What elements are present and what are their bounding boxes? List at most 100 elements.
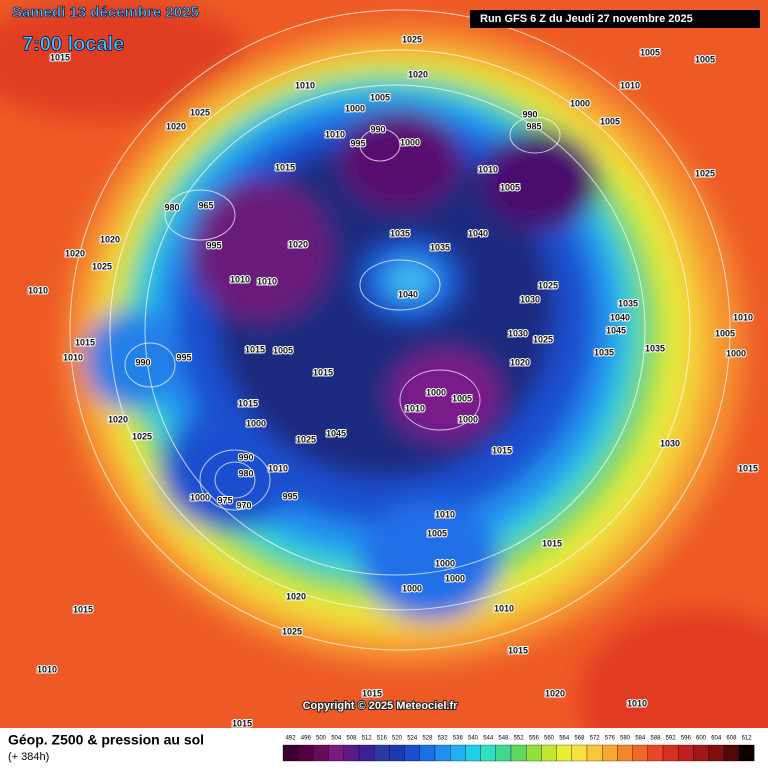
scale-label: 516 xyxy=(377,736,388,742)
scale-swatch xyxy=(328,744,344,762)
copyright: Copyright © 2025 Meteociel.fr xyxy=(303,700,459,712)
pressure-label: 1010 xyxy=(325,129,345,139)
pressure-label: 1035 xyxy=(645,343,665,353)
scale-swatch xyxy=(434,744,451,762)
pressure-label: 1015 xyxy=(362,688,382,698)
scale-swatch xyxy=(738,744,755,762)
pressure-label: 980 xyxy=(238,468,253,478)
pressure-label: 1010 xyxy=(627,698,647,708)
pressure-label: 1025 xyxy=(282,626,302,636)
pressure-label: 1000 xyxy=(726,348,746,358)
scale-swatch xyxy=(313,744,329,762)
scale-label: 568 xyxy=(574,736,585,742)
run-box xyxy=(470,10,760,28)
pressure-label: 990 xyxy=(135,357,150,367)
scale-swatch xyxy=(510,744,527,762)
pressure-label: 1040 xyxy=(468,228,488,238)
scale-swatch xyxy=(678,744,694,762)
pressure-label: 1000 xyxy=(570,98,590,108)
pressure-label: 1000 xyxy=(345,103,365,113)
pressure-label: 980 xyxy=(164,202,179,212)
scale-label: 524 xyxy=(407,736,418,742)
pressure-label: 1010 xyxy=(733,312,753,322)
scale-label: 508 xyxy=(346,736,357,742)
pressure-label: 985 xyxy=(526,121,541,131)
scale-label: 608 xyxy=(726,736,737,742)
scale-label: 528 xyxy=(422,736,433,742)
pressure-label: 1015 xyxy=(245,344,265,354)
scale-swatch xyxy=(343,744,360,762)
pressure-label: 1045 xyxy=(606,325,626,335)
pressure-label: 1000 xyxy=(246,418,266,428)
pressure-label: 990 xyxy=(238,452,253,462)
scale-swatch xyxy=(389,744,405,762)
scale-swatch xyxy=(632,744,648,762)
scale-label: 592 xyxy=(666,736,677,742)
pressure-label: 1005 xyxy=(695,54,715,64)
scale-swatch xyxy=(693,744,709,762)
pressure-label: 1030 xyxy=(508,328,528,338)
scale-label: 604 xyxy=(711,736,722,742)
pressure-label: 1025 xyxy=(132,431,152,441)
scale-swatch xyxy=(419,744,436,762)
scale-swatch xyxy=(465,744,481,762)
pressure-label: 1025 xyxy=(402,34,422,44)
scale-swatch xyxy=(602,744,618,762)
pressure-label: 1015 xyxy=(50,52,70,62)
pressure-label: 1015 xyxy=(232,718,252,728)
scale-label: 600 xyxy=(696,736,707,742)
scale-label: 564 xyxy=(559,736,570,742)
pressure-label: 1005 xyxy=(427,528,447,538)
pressure-label: 1005 xyxy=(640,47,660,57)
pressure-label: 1035 xyxy=(594,347,614,357)
scale-label: 544 xyxy=(483,736,494,742)
scale-swatch xyxy=(526,744,542,762)
scale-swatch xyxy=(298,744,314,762)
pressure-label: 1020 xyxy=(510,357,530,367)
scale-swatch xyxy=(647,744,664,762)
pressure-label: 1005 xyxy=(273,345,293,355)
pressure-label: 1025 xyxy=(533,334,553,344)
scale-label: 560 xyxy=(544,736,555,742)
pressure-label: 1000 xyxy=(400,137,420,147)
scale-swatch xyxy=(723,744,740,762)
pressure-label: 1035 xyxy=(430,242,450,252)
pressure-label: 1040 xyxy=(398,289,418,299)
scale-label: 576 xyxy=(605,736,616,742)
scale-label: 572 xyxy=(590,736,601,742)
pressure-label: 1000 xyxy=(426,387,446,397)
pressure-label: 1000 xyxy=(435,558,455,568)
scale-label: 612 xyxy=(742,736,753,742)
pressure-label: 995 xyxy=(176,352,191,362)
pressure-label: 995 xyxy=(350,138,365,148)
scale-label: 504 xyxy=(331,736,342,742)
pressure-label: 1015 xyxy=(738,463,758,473)
pressure-label: 1005 xyxy=(600,116,620,126)
scale-swatch xyxy=(495,744,512,762)
scale-label: 512 xyxy=(362,736,373,742)
pressure-label: 1030 xyxy=(520,294,540,304)
pressure-label: 1025 xyxy=(538,280,558,290)
pressure-label: 1010 xyxy=(405,403,425,413)
pressure-label: 1015 xyxy=(492,445,512,455)
scale-swatch xyxy=(556,744,572,762)
scale-label: 536 xyxy=(453,736,464,742)
pressure-label: 1015 xyxy=(313,367,333,377)
pressure-label: 1010 xyxy=(478,164,498,174)
pressure-label: 1010 xyxy=(435,509,455,519)
pressure-label: 1010 xyxy=(620,80,640,90)
scale-label: 548 xyxy=(498,736,509,742)
pressure-label: 1020 xyxy=(286,591,306,601)
pressure-label: 1005 xyxy=(500,182,520,192)
scale-swatch xyxy=(404,744,420,762)
pressure-label: 1005 xyxy=(452,393,472,403)
pressure-label: 1015 xyxy=(238,398,258,408)
scale-swatch xyxy=(617,744,633,762)
pressure-label: 1020 xyxy=(65,248,85,258)
pressure-label: 1025 xyxy=(695,168,715,178)
pressure-label: 1025 xyxy=(190,107,210,117)
scale-swatch xyxy=(708,744,724,762)
pressure-label: 1010 xyxy=(268,463,288,473)
pressure-label: 1015 xyxy=(542,538,562,548)
